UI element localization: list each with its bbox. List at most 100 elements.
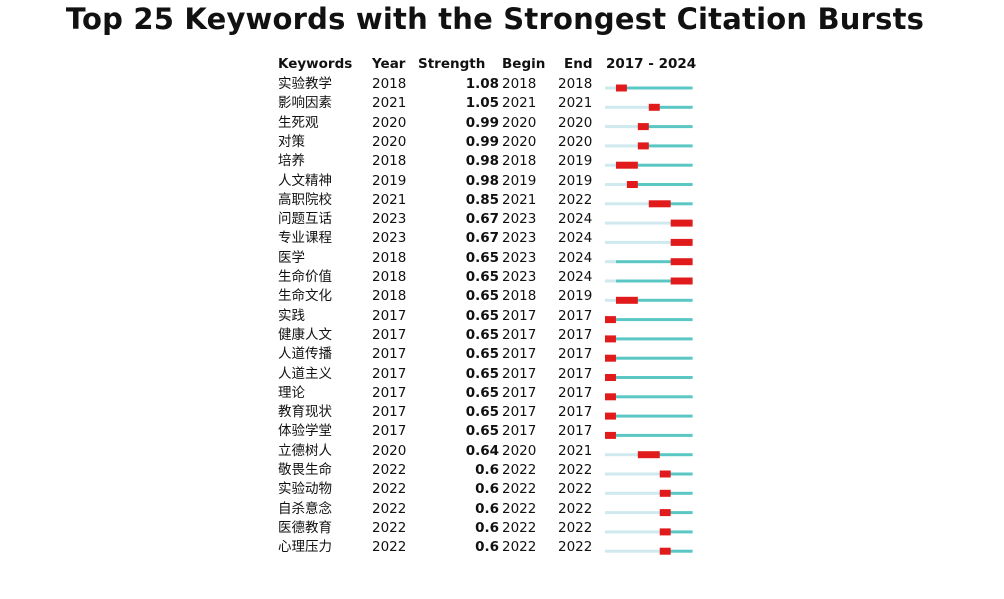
burst-bar — [659, 547, 671, 555]
strength-cell: 0.85 — [465, 191, 499, 208]
strength-cell: 0.98 — [465, 172, 499, 189]
timeline-active — [637, 125, 693, 129]
keyword-cell: 敬畏生命 — [278, 462, 332, 478]
burst-bar — [670, 238, 693, 246]
keyword-cell: 体验学堂 — [278, 423, 332, 440]
end-cell: 2019 — [558, 153, 593, 170]
begin-cell: 2021 — [502, 95, 537, 112]
end-cell: 2020 — [558, 133, 593, 150]
keyword-cell: 立德树人 — [278, 442, 332, 459]
begin-cell: 2020 — [502, 442, 537, 459]
burst-bar — [659, 509, 671, 517]
end-cell: 2021 — [558, 95, 593, 112]
keyword-cell: 健康人文 — [278, 326, 332, 343]
end-cell: 2022 — [558, 191, 593, 208]
end-cell: 2017 — [558, 346, 593, 363]
strength-cell: 0.65 — [465, 288, 499, 305]
year-cell: 2017 — [372, 404, 407, 421]
strength-cell: 0.65 — [465, 423, 499, 440]
timeline-inactive — [605, 549, 660, 553]
begin-cell: 2017 — [502, 384, 537, 401]
strength-cell: 1.05 — [465, 95, 499, 112]
burst-bar — [605, 431, 616, 439]
year-cell: 2022 — [372, 500, 407, 517]
burst-bar — [670, 258, 693, 266]
timeline-inactive — [605, 105, 649, 109]
timeline-active — [637, 144, 693, 148]
year-cell: 2023 — [372, 211, 407, 228]
burst-bar — [637, 142, 649, 150]
timeline-active — [659, 491, 693, 495]
burst-bar — [605, 412, 616, 420]
year-cell: 2017 — [372, 423, 407, 440]
begin-cell: 2017 — [502, 365, 537, 382]
strength-cell: 0.6 — [475, 519, 499, 536]
strength-cell: 0.65 — [465, 404, 499, 421]
end-cell: 2017 — [558, 384, 593, 401]
end-cell: 2022 — [558, 481, 593, 498]
burst-bar — [605, 393, 616, 401]
timeline-active — [605, 318, 693, 322]
timeline-inactive — [605, 240, 671, 244]
timeline-active — [615, 86, 693, 90]
timeline-inactive — [605, 221, 671, 225]
timeline-active — [605, 395, 693, 399]
strength-cell: 0.6 — [475, 539, 499, 556]
end-cell: 2024 — [558, 249, 593, 266]
timeline-active — [605, 414, 693, 418]
timeline-active — [605, 337, 693, 341]
timeline-active — [659, 549, 693, 553]
begin-cell: 2018 — [502, 153, 537, 170]
end-cell: 2017 — [558, 423, 593, 440]
burst-bar — [615, 296, 638, 304]
strength-cell: 0.6 — [475, 500, 499, 517]
year-cell: 2020 — [372, 133, 407, 150]
year-cell: 2017 — [372, 326, 407, 343]
timeline-active — [626, 183, 693, 186]
begin-cell: 2017 — [502, 326, 537, 343]
keyword-cell: 实验动物 — [278, 481, 332, 498]
strength-cell: 0.65 — [465, 384, 499, 401]
end-cell: 2020 — [558, 114, 593, 131]
keyword-cell: 人道传播 — [278, 346, 332, 363]
year-cell: 2023 — [372, 230, 407, 247]
year-cell: 2020 — [372, 442, 407, 459]
begin-cell: 2018 — [502, 76, 537, 92]
end-cell: 2024 — [558, 211, 593, 228]
timeline-active — [615, 260, 693, 264]
end-cell: 2022 — [558, 519, 593, 536]
keyword-cell: 教育现状 — [278, 404, 332, 421]
timeline-inactive — [605, 202, 649, 206]
burst-bar — [615, 161, 638, 169]
begin-cell: 2022 — [502, 519, 537, 536]
burst-bar — [615, 84, 627, 92]
end-cell: 2024 — [558, 230, 593, 247]
timeline-active — [615, 298, 693, 302]
begin-cell: 2023 — [502, 249, 537, 266]
year-cell: 2017 — [372, 365, 407, 382]
keyword-cell: 生死观 — [278, 114, 319, 131]
timeline-active — [615, 163, 693, 167]
burst-bar — [648, 103, 660, 111]
begin-cell: 2023 — [502, 211, 537, 228]
strength-cell: 0.98 — [465, 153, 499, 170]
year-cell: 2021 — [372, 95, 407, 112]
begin-cell: 2022 — [502, 481, 537, 498]
header-year: Year — [372, 56, 406, 72]
burst-bar — [637, 451, 660, 459]
end-cell: 2022 — [558, 539, 593, 556]
end-cell: 2018 — [558, 76, 593, 92]
year-cell: 2017 — [372, 346, 407, 363]
burst-bar — [670, 277, 693, 285]
end-cell: 2019 — [558, 288, 593, 305]
year-cell: 2022 — [372, 539, 407, 556]
end-cell: 2017 — [558, 326, 593, 343]
end-cell: 2017 — [558, 365, 593, 382]
begin-cell: 2017 — [502, 404, 537, 421]
burst-bar — [605, 335, 616, 343]
end-cell: 2021 — [558, 442, 593, 459]
timeline-inactive — [605, 163, 616, 167]
timeline-active — [648, 105, 693, 109]
timeline-inactive — [605, 125, 638, 129]
timeline-active — [659, 511, 693, 515]
